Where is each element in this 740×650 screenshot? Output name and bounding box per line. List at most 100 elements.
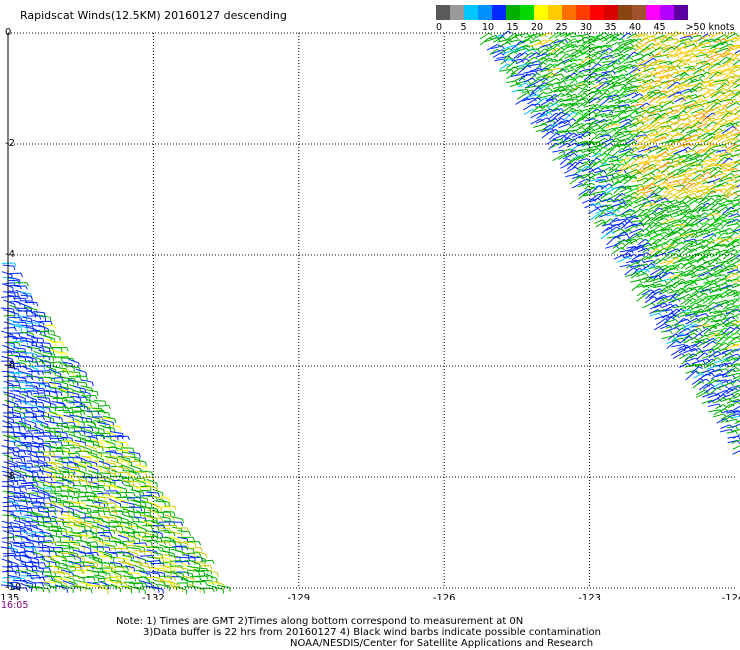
wind-barb-flag	[12, 412, 15, 418]
wind-barb	[31, 360, 44, 363]
wind-barb	[564, 98, 577, 102]
wind-barb-flag	[585, 97, 590, 102]
wind-barb	[707, 62, 718, 71]
wind-barb-flag	[671, 246, 676, 250]
wind-barb	[715, 362, 726, 367]
colorbar-label: 15	[506, 22, 519, 33]
wind-barb-flag	[693, 55, 698, 59]
wind-barb-flag	[639, 171, 643, 175]
wind-barb-flag	[717, 202, 722, 206]
wind-barb	[702, 241, 712, 250]
wind-barb	[696, 188, 708, 194]
wind-barb	[535, 74, 547, 79]
wind-barb-flag	[633, 51, 638, 55]
wind-barb	[656, 147, 666, 154]
wind-barb	[709, 71, 719, 80]
wind-barb	[673, 71, 686, 79]
wind-barb	[571, 183, 582, 189]
wind-barb	[563, 102, 576, 108]
colorbar-swatch	[450, 5, 464, 20]
wind-barb-flag	[24, 298, 27, 303]
wind-barb	[691, 143, 699, 151]
wind-barb-flag	[48, 457, 51, 462]
wind-barb	[649, 258, 659, 265]
wind-barb	[714, 216, 723, 224]
wind-barb	[626, 238, 635, 243]
wind-barb	[516, 52, 525, 59]
wind-barb-flag	[29, 456, 33, 461]
wind-barb	[696, 261, 708, 268]
wind-barb	[703, 187, 713, 196]
wind-barb	[142, 476, 153, 479]
wind-barb	[674, 46, 684, 55]
wind-barb	[129, 471, 139, 474]
wind-barb-flag	[730, 172, 735, 177]
wind-barb	[517, 82, 527, 88]
wind-barb	[19, 370, 33, 376]
wind-barb	[702, 253, 712, 260]
wind-barb	[62, 476, 74, 480]
wind-barb	[683, 197, 695, 205]
wind-barb-flag	[89, 462, 93, 468]
wind-barb	[600, 163, 613, 167]
wind-barb	[135, 464, 147, 468]
wind-barb-flag	[735, 147, 740, 151]
wind-barb	[679, 228, 691, 237]
wind-barb	[702, 132, 712, 140]
wind-barb	[689, 243, 701, 248]
wind-barb	[536, 39, 546, 45]
wind-barb	[564, 111, 574, 120]
wind-barb-flag	[664, 186, 669, 190]
wind-barb-flag	[728, 331, 733, 334]
wind-barb-flag	[542, 56, 547, 60]
wind-barb	[734, 49, 740, 54]
wind-barb-flag	[658, 221, 663, 225]
wind-barb	[2, 434, 16, 440]
wind-barb-flag	[89, 402, 92, 407]
wind-barb	[90, 426, 104, 430]
wind-barb	[701, 399, 712, 404]
wind-barb	[538, 94, 551, 99]
wind-barb-flag	[597, 208, 602, 212]
wind-barb	[672, 311, 684, 320]
wind-barb-flag	[670, 288, 674, 292]
wind-barb	[58, 470, 69, 473]
wind-barb-flag	[60, 391, 63, 397]
wind-barb	[637, 96, 648, 103]
wind-barb	[689, 310, 700, 320]
wind-barb	[55, 396, 67, 400]
wind-barb	[725, 122, 736, 128]
wind-barb-flag	[705, 278, 709, 282]
wind-barb	[545, 98, 557, 101]
wind-barb-flag	[682, 161, 687, 166]
wind-barb	[684, 280, 694, 285]
wind-barb-flag	[686, 327, 691, 331]
wind-barb-flag	[675, 140, 680, 144]
wind-barb	[140, 489, 151, 492]
wind-barb	[601, 122, 611, 130]
colorbar-label: 0	[435, 22, 443, 33]
wind-barb-flag	[730, 237, 734, 241]
wind-barb	[510, 40, 522, 50]
wind-barb	[546, 118, 556, 123]
wind-barb-flag	[592, 75, 597, 79]
wind-barb	[671, 296, 684, 303]
wind-barb-flag	[653, 67, 657, 72]
wind-barb	[19, 302, 32, 309]
wind-barb	[636, 33, 647, 38]
wind-barb	[716, 302, 726, 308]
wind-barb-flag	[616, 52, 620, 56]
wind-barb	[668, 289, 678, 294]
wind-barb	[691, 324, 703, 328]
wind-barb-flag	[621, 57, 626, 61]
wind-barb	[505, 60, 516, 69]
wind-barb	[636, 194, 646, 200]
wind-barb	[647, 37, 660, 43]
wind-barb	[654, 174, 665, 179]
wind-barb	[540, 57, 550, 64]
wind-barb	[87, 435, 98, 439]
wind-barb	[703, 362, 714, 369]
wind-barb	[726, 223, 738, 227]
wind-barb	[714, 172, 726, 177]
wind-barb	[713, 352, 725, 358]
